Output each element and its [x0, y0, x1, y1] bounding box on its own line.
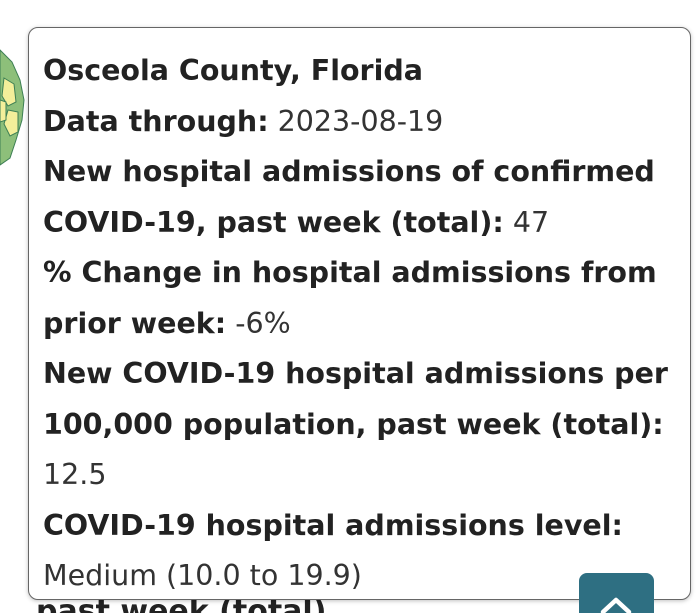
chevron-up-icon	[600, 597, 632, 613]
change-value: -6%	[235, 306, 291, 340]
county-map-fragment[interactable]	[0, 40, 40, 170]
tooltip-county-title: Osceola County, Florida	[43, 54, 424, 87]
admissions-value: 47	[512, 205, 550, 239]
tooltip-change: prior week: -6%	[43, 299, 676, 350]
level-value: Medium (10.0 to 19.9)	[43, 559, 362, 592]
tooltip-admissions: COVID-19, past week (total): 47	[43, 198, 676, 249]
change-label-line-1: % Change in hospital admissions from	[43, 256, 657, 289]
tooltip-data-through: Data through: 2023-08-19	[43, 97, 676, 148]
per100k-value: 12.5	[43, 458, 107, 491]
per100k-label-line-1: New COVID-19 hospital admissions per	[43, 357, 668, 390]
data-through-value: 2023-08-19	[277, 104, 444, 138]
back-to-top-button[interactable]	[579, 573, 654, 613]
per100k-label-line-2: 100,000 population, past week (total):	[43, 407, 664, 441]
county-tooltip: Osceola County, Florida Data through: 20…	[28, 27, 691, 600]
change-label-line-2: prior week:	[43, 306, 227, 340]
admissions-label-line-1: New hospital admissions of confirmed	[43, 155, 655, 188]
admissions-label-line-2: COVID-19, past week (total):	[43, 205, 504, 239]
level-label: COVID-19 hospital admissions level:	[43, 508, 623, 542]
data-through-label: Data through:	[43, 104, 269, 138]
